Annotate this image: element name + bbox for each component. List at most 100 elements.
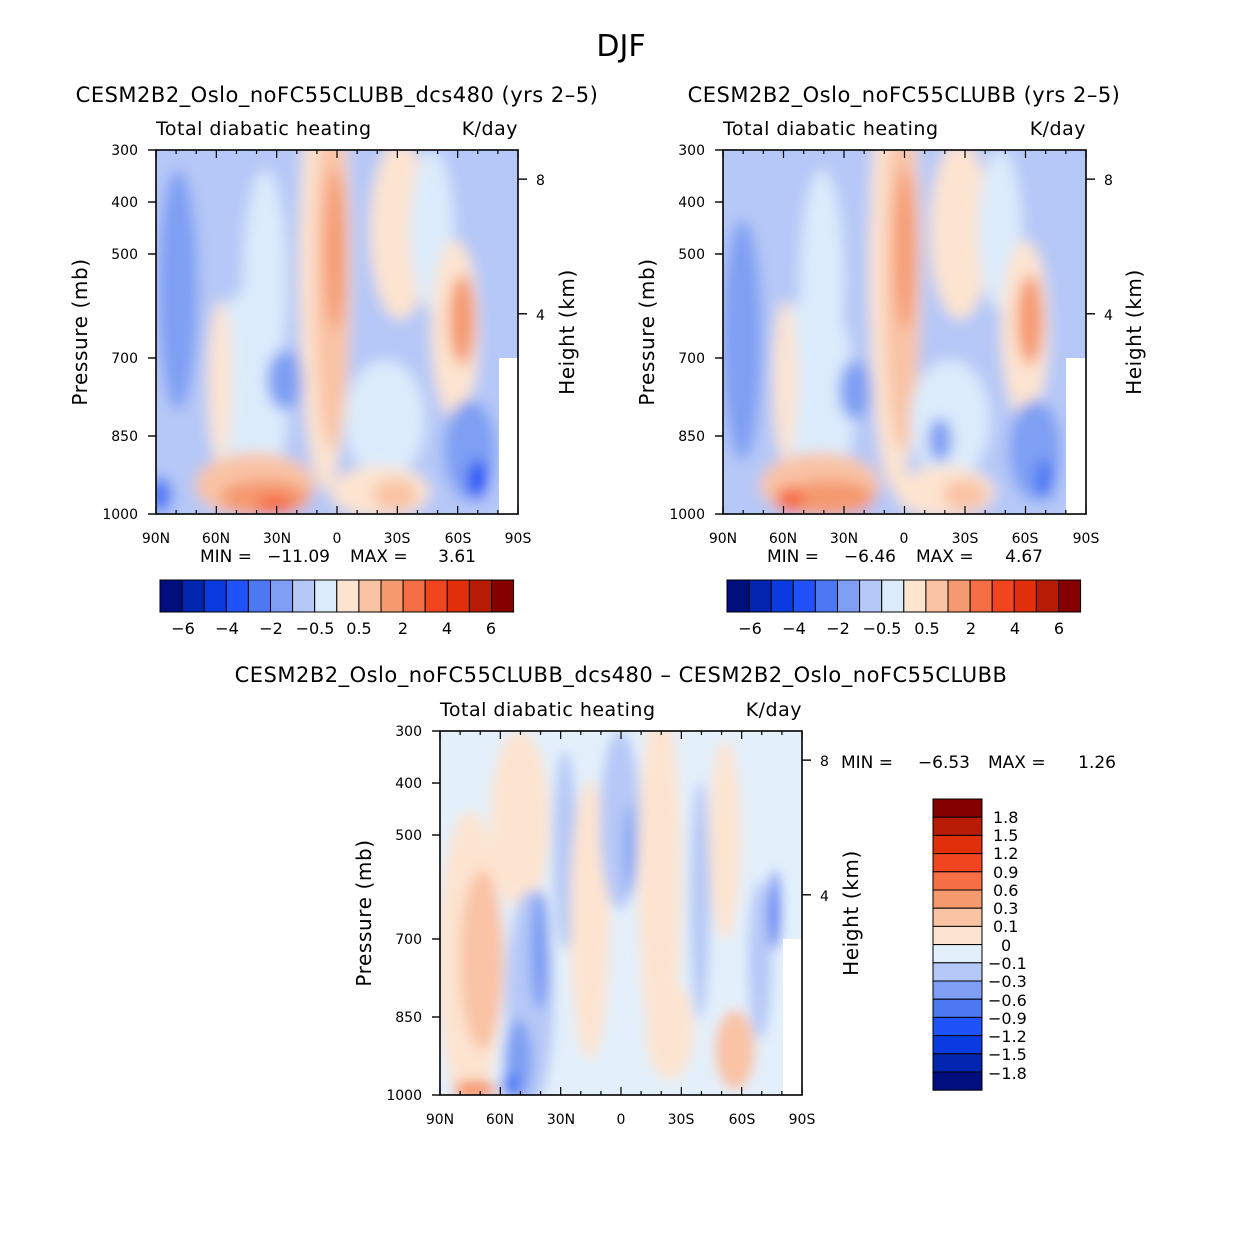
- y-tick-label: 400: [678, 195, 705, 211]
- stat-max-value: 3.61: [438, 547, 476, 567]
- colorbar-label: 1.8: [993, 808, 1018, 827]
- x-tick-label: 0: [333, 531, 342, 547]
- panel-title: CESM2B2_Oslo_noFC55CLUBB (yrs 2–5): [688, 83, 1121, 108]
- colorbar-swatch: [203, 579, 227, 613]
- y-tick-label: 850: [678, 429, 705, 445]
- colorbar-swatch: [932, 998, 983, 1018]
- y-right-ticks: [802, 759, 811, 896]
- colorbar-label: −2: [259, 619, 283, 638]
- colorbar-label: −2: [826, 619, 850, 638]
- colorbar-swatch: [991, 579, 1015, 613]
- stat-min-label: MIN =: [841, 753, 893, 773]
- heatmap-field: [156, 150, 518, 514]
- y-tick-label: 700: [111, 351, 138, 367]
- colorbar-label: 0.5: [914, 619, 939, 638]
- colorbar-swatch: [468, 579, 492, 613]
- colorbar-swatch: [932, 1053, 983, 1073]
- colorbar-swatch: [932, 889, 983, 909]
- heatmap-field: [440, 731, 802, 1095]
- y-axis-label: Pressure (mb): [68, 258, 92, 405]
- x-tick-label: 0: [617, 1112, 626, 1128]
- stat-min-label: MIN =: [200, 547, 252, 567]
- colorbar-swatch: [947, 579, 971, 613]
- colorbar-label: 2: [398, 619, 408, 638]
- stat-min-value: −6.53: [918, 753, 970, 773]
- stat-max-value: 4.67: [1005, 547, 1043, 567]
- colorbar-label: 6: [1054, 619, 1064, 638]
- panel-title: CESM2B2_Oslo_noFC55CLUBB_dcs480 (yrs 2–5…: [76, 83, 599, 108]
- y-right-tick-label: 4: [820, 889, 829, 905]
- colorbar-swatch: [814, 579, 839, 613]
- colorbar-label: −6: [738, 619, 762, 638]
- colorbar-label: 4: [1010, 619, 1020, 638]
- colorbar-swatch: [424, 579, 448, 613]
- x-tick-label: 60N: [202, 531, 230, 547]
- x-tick-label: 90N: [142, 531, 170, 547]
- x-tick-label: 60N: [769, 531, 797, 547]
- stat-min-value: −6.46: [844, 547, 896, 567]
- colorbar-swatch: [932, 907, 983, 927]
- x-tick-label: 30S: [384, 531, 411, 547]
- stat-max-label: MAX =: [350, 547, 408, 567]
- colorbar: [932, 798, 983, 1091]
- y-tick-label: 850: [395, 1010, 422, 1026]
- colorbar-label: −0.9: [988, 1009, 1027, 1028]
- colorbar-swatch: [969, 579, 993, 613]
- colorbar-swatch: [247, 579, 271, 613]
- colorbar: [726, 579, 1082, 613]
- y-right-tick-label: 4: [1104, 308, 1113, 324]
- y-tick-label: 700: [395, 932, 422, 948]
- x-tick-label: 30N: [830, 531, 858, 547]
- y-tick-label: 1000: [669, 507, 705, 523]
- panel-subtitle-units: K/day: [746, 699, 802, 721]
- y-tick-label: 500: [111, 247, 138, 263]
- colorbar-swatch: [932, 944, 983, 964]
- y-right-tick-label: 8: [1104, 173, 1113, 189]
- y-right-ticks: [518, 178, 527, 315]
- colorbar-label: −1.5: [988, 1045, 1027, 1064]
- panel-control: CESM2B2_Oslo_noFC55CLUBB (yrs 2–5) Total…: [635, 83, 1146, 638]
- y-tick-label: 400: [395, 776, 422, 792]
- y-tick-label: 1000: [386, 1088, 422, 1104]
- x-tick-label: 30S: [668, 1112, 695, 1128]
- colorbar-swatch: [1013, 579, 1037, 613]
- colorbar-swatch: [748, 579, 772, 613]
- stat-min-label: MIN =: [767, 547, 819, 567]
- colorbar-label: 0.9: [993, 863, 1018, 882]
- colorbar-label: 0.5: [346, 619, 371, 638]
- colorbar-label: −1.8: [988, 1064, 1027, 1083]
- colorbar-swatch: [402, 579, 426, 613]
- colorbar-swatch: [358, 579, 382, 613]
- colorbar-label: 0.1: [993, 917, 1018, 936]
- colorbar-swatch: [932, 816, 983, 836]
- y-right-ticks: [1086, 178, 1095, 315]
- colorbar-swatch: [932, 853, 983, 873]
- x-ticks: [439, 731, 803, 1095]
- heatmap-field: [723, 150, 1086, 514]
- colorbar-swatch: [932, 1035, 983, 1055]
- colorbar-swatch: [336, 579, 360, 613]
- colorbar-swatch: [903, 579, 927, 613]
- colorbar-swatch: [292, 579, 316, 613]
- y-ticks: [715, 149, 723, 515]
- colorbar-label: 1.5: [993, 826, 1018, 845]
- colorbar-label: 4: [442, 619, 452, 638]
- panel-subtitle-variable: Total diabatic heating: [155, 118, 372, 140]
- x-tick-label: 60S: [729, 1112, 756, 1128]
- panel-subtitle-units: K/day: [462, 118, 518, 140]
- x-tick-label: 90S: [505, 531, 532, 547]
- colorbar-swatch: [932, 962, 983, 982]
- colorbar-swatch: [932, 980, 983, 1000]
- y-tick-label: 300: [678, 143, 705, 159]
- colorbar-swatch: [881, 579, 905, 613]
- colorbar-label: 1.2: [993, 844, 1018, 863]
- x-ticks: [155, 150, 519, 514]
- y-tick-label: 1000: [102, 507, 138, 523]
- stat-max-value: 1.26: [1078, 753, 1116, 773]
- colorbar: [159, 579, 515, 613]
- x-tick-label: 90N: [709, 531, 737, 547]
- y-right-tick-label: 4: [536, 308, 545, 324]
- colorbar-label: 0.6: [993, 881, 1018, 900]
- colorbar-label: −4: [782, 619, 806, 638]
